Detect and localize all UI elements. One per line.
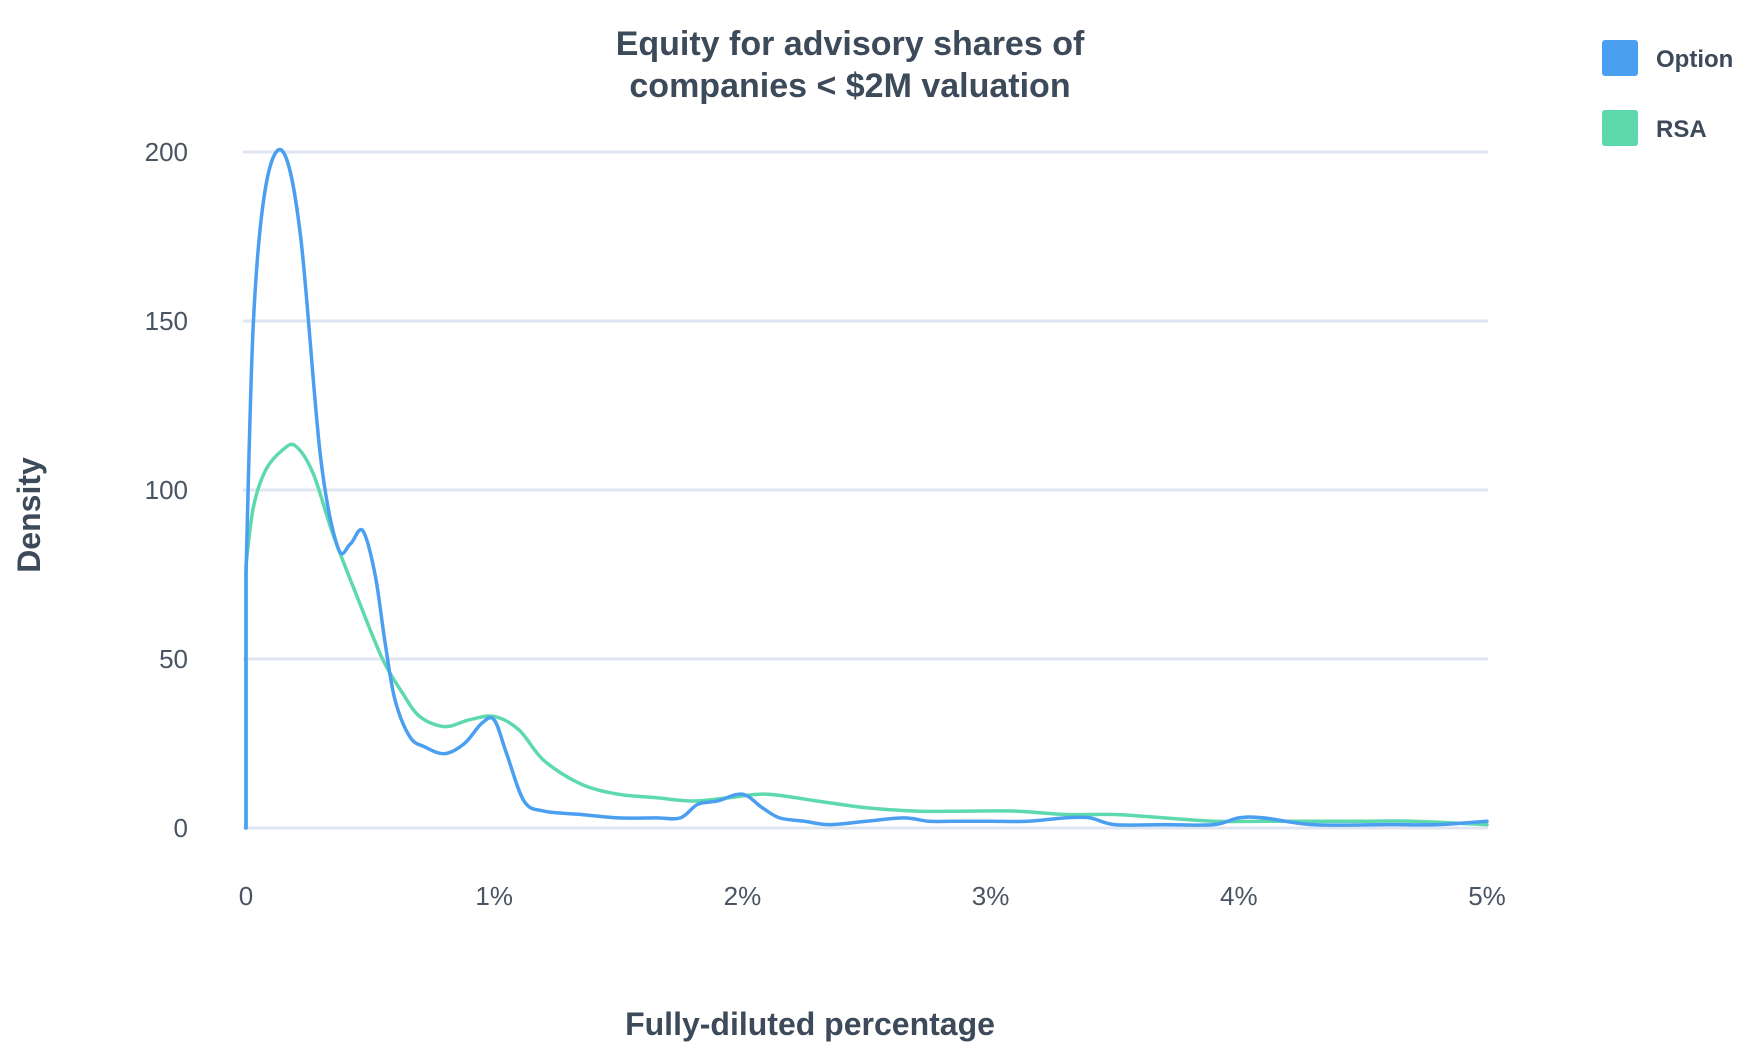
y-tick-label: 200 <box>145 137 188 167</box>
legend-swatch-rsa <box>1602 110 1638 146</box>
legend: Option RSA <box>1602 40 1733 146</box>
y-tick-label: 0 <box>174 813 188 843</box>
series-line-option <box>244 148 1489 830</box>
chart-title: Equity for advisory shares of companies <… <box>616 25 1085 105</box>
legend-label-rsa: RSA <box>1656 116 1707 143</box>
y-tick-label: 150 <box>145 306 188 336</box>
x-tick-label: 5% <box>1468 881 1506 911</box>
series-lines <box>244 148 1489 830</box>
x-tick-label: 2% <box>724 881 762 911</box>
legend-label-option: Option <box>1656 46 1733 73</box>
gridlines <box>243 150 1488 830</box>
x-tick-label: 3% <box>972 881 1010 911</box>
series-line-rsa <box>244 442 1489 830</box>
y-axis-ticks: 0 50 100 150 200 <box>145 137 188 843</box>
x-tick-label: 1% <box>475 881 513 911</box>
y-axis-title: Density <box>11 457 47 573</box>
y-tick-label: 50 <box>159 644 188 674</box>
x-axis-title: Fully-diluted percentage <box>625 1006 995 1042</box>
x-tick-label: 4% <box>1220 881 1258 911</box>
x-tick-label: 0 <box>239 881 253 911</box>
x-axis-ticks: 0 1% 2% 3% 4% 5% <box>239 881 1506 911</box>
y-tick-label: 100 <box>145 475 188 505</box>
legend-swatch-option <box>1602 40 1638 76</box>
chart-title-line: companies < $2M valuation <box>629 67 1070 105</box>
chart-title-line: Equity for advisory shares of <box>616 25 1085 63</box>
